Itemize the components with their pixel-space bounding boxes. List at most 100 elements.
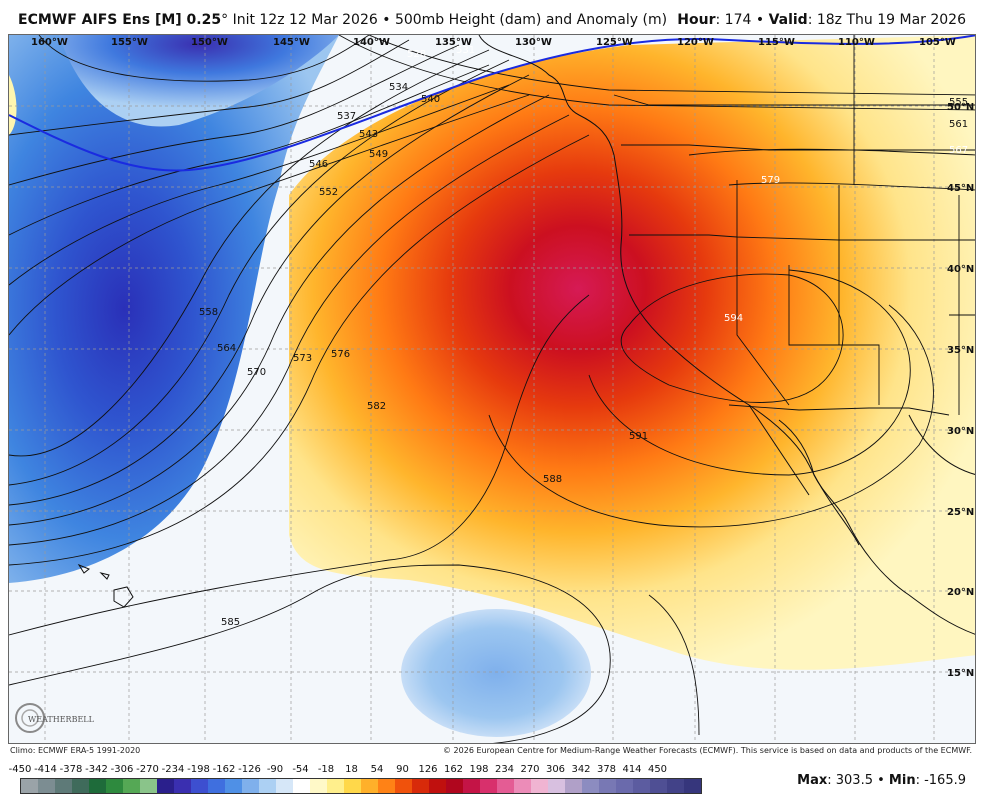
colorbar-swatch — [208, 779, 225, 793]
product-name: 500mb Height (dam) and Anomaly (m) — [394, 12, 668, 28]
colorbar-swatch — [650, 779, 667, 793]
forecast-time: Hour: 174 • Valid: 18z Thu 19 Mar 2026 — [677, 12, 966, 28]
colorbar-tick-label: -90 — [266, 764, 284, 775]
colorbar-swatch — [480, 779, 497, 793]
lat-label: 35°N — [947, 345, 974, 356]
contour-label: 570 — [247, 367, 266, 378]
colorbar-tick-label: 18 — [345, 764, 358, 775]
max-label: Max — [797, 773, 828, 788]
contour-label: 594 — [724, 313, 743, 324]
contour-label: 552 — [319, 187, 338, 198]
colorbar-tick-label: -450 — [8, 764, 32, 775]
copyright-note: © 2026 European Centre for Medium-Range … — [443, 746, 972, 755]
colorbar-swatch — [548, 779, 565, 793]
lat-label: 25°N — [947, 507, 974, 518]
contour-label: 561 — [949, 119, 968, 130]
colorbar-swatch — [38, 779, 55, 793]
lat-label: 15°N — [947, 668, 974, 679]
lon-label: 130°W — [515, 37, 552, 48]
latitude-labels: 50°N 45°N 40°N 35°N 30°N 25°N 20°N 15°N — [947, 102, 974, 679]
valid-value: : 18z Thu 19 Mar 2026 — [807, 12, 966, 28]
colorbar-tick-label: 342 — [571, 764, 591, 775]
colorbar-tick-label: -342 — [85, 764, 108, 775]
colorbar-tick-label: 234 — [494, 764, 515, 775]
max-value: : 303.5 — [827, 773, 873, 788]
colorbar-swatch — [463, 779, 480, 793]
colorbar-swatch — [106, 779, 123, 793]
colorbar-swatch — [310, 779, 327, 793]
colorbar-swatch — [191, 779, 208, 793]
lat-label: 20°N — [947, 587, 974, 598]
contour-label: 543 — [359, 129, 378, 140]
chart-title: ECMWF AIFS Ens [M] 0.25° Init 12z 12 Mar… — [18, 12, 668, 28]
colorbar-swatch — [565, 779, 582, 793]
lat-label: 45°N — [947, 183, 974, 194]
colorbar-tick-label: -18 — [317, 764, 335, 775]
lat-label: 40°N — [947, 264, 974, 275]
colorbar-swatch — [616, 779, 633, 793]
longitude-labels: 160°W 155°W 150°W 145°W 140°W 135°W 130°… — [31, 37, 956, 48]
lon-label: 135°W — [435, 37, 472, 48]
colorbar-tick-label: 126 — [418, 764, 438, 775]
contour-label: 567 — [949, 145, 968, 156]
contour-labels: 528 531 534 537 540 543 546 549 552 558 … — [199, 45, 968, 628]
anomaly-colorbar — [20, 778, 702, 794]
min-label: Min — [888, 773, 916, 788]
hour-value: : 174 — [715, 12, 752, 28]
colorbar-swatch — [531, 779, 548, 793]
contour-label: 558 — [199, 307, 218, 318]
colorbar-swatch — [684, 779, 701, 793]
colorbar-swatch — [344, 779, 361, 793]
colorbar-swatch — [140, 779, 157, 793]
colorbar-swatch — [157, 779, 174, 793]
contour-label: 531 — [456, 45, 475, 56]
contour-label: 540 — [421, 94, 440, 105]
colorbar-tick-label: 162 — [443, 764, 464, 775]
colorbar-swatch — [514, 779, 531, 793]
colorbar-tick-label: -234 — [161, 764, 185, 775]
climo-note: Climo: ECMWF ERA-5 1991-2020 — [10, 746, 141, 755]
colorbar-tick-label: 414 — [622, 764, 642, 775]
colorbar-swatch — [21, 779, 38, 793]
lat-label: 30°N — [947, 426, 974, 437]
colorbar-swatch — [293, 779, 310, 793]
colorbar-swatch — [89, 779, 106, 793]
warm-anomaly-region — [289, 35, 975, 670]
colorbar-tick-label: -162 — [212, 764, 236, 775]
colorbar-swatch — [259, 779, 276, 793]
colorbar-tick-label: -306 — [110, 764, 134, 775]
contour-label: 582 — [367, 401, 386, 412]
colorbar-swatch — [174, 779, 191, 793]
lon-label: 145°W — [273, 37, 310, 48]
colorbar-swatch — [361, 779, 378, 793]
colorbar-tick-label: -198 — [187, 764, 210, 775]
cold-anomaly-region — [9, 35, 339, 583]
colorbar-swatch — [429, 779, 446, 793]
colorbar-tick-label: 270 — [520, 764, 540, 775]
min-value: : -165.9 — [915, 773, 966, 788]
lon-label: 110°W — [838, 37, 875, 48]
contour-label: 588 — [543, 474, 562, 485]
cold-anomaly-small — [401, 609, 591, 737]
hour-label: Hour — [677, 12, 716, 28]
contour-label: 585 — [221, 617, 240, 628]
colorbar-tick-label: 90 — [396, 764, 409, 775]
lat-lon-grid — [9, 35, 975, 743]
colorbar-swatch — [242, 779, 259, 793]
contour-label: 537 — [337, 111, 356, 122]
colorbar-swatch — [55, 779, 72, 793]
colorbar-swatch — [225, 779, 242, 793]
colorbar-tick-label: -414 — [34, 764, 57, 775]
colorbar-swatch — [599, 779, 616, 793]
lon-label: 155°W — [111, 37, 148, 48]
colorbar-swatch — [378, 779, 395, 793]
colorbar-swatch — [412, 779, 429, 793]
colorbar-labels: -450 -414 -378 -342 -306 -270 -234 -198 -162 -126… — [9, 764, 720, 776]
contour-label: 576 — [331, 349, 350, 360]
contour-label: 579 — [761, 175, 780, 186]
colorbar-swatch — [72, 779, 89, 793]
political-borders — [613, 35, 975, 416]
colorbar-swatch — [497, 779, 514, 793]
colorbar-tick-label: 378 — [596, 764, 617, 775]
colorbar-tick-label: 198 — [469, 764, 489, 775]
